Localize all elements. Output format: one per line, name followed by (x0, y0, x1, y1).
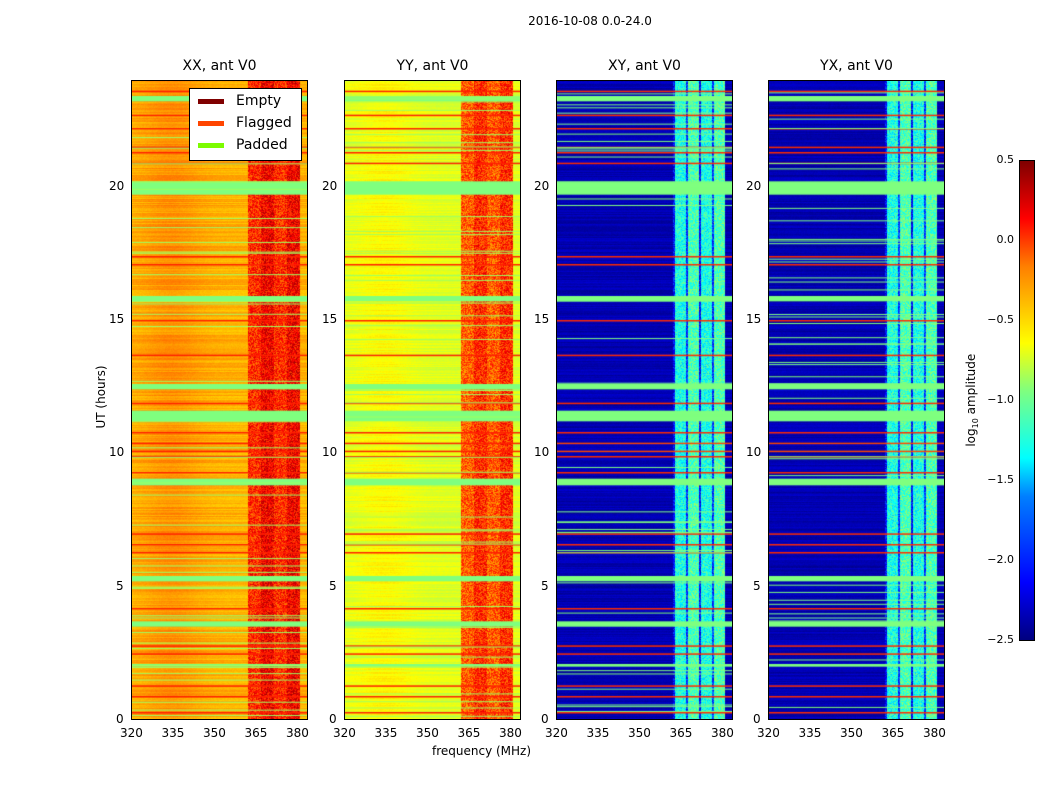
panel-title: XX, ant V0 (182, 58, 257, 74)
legend: Empty Flagged Padded (189, 88, 302, 161)
y-tick-label: 5 (541, 578, 549, 593)
x-tick-label: 380 (710, 726, 734, 740)
waterfall-heatmap (344, 80, 521, 720)
y-tick-label: 10 (746, 445, 762, 460)
y-tick-label: 15 (534, 312, 550, 326)
x-tick-label: 335 (374, 726, 398, 740)
y-axis-label: UT (hours) (94, 365, 108, 429)
y-tick-label: 0 (753, 712, 761, 726)
legend-swatch (198, 120, 224, 126)
x-tick-label: 365 (669, 726, 693, 740)
colorbar-tick-label: −2.5 (987, 633, 1014, 646)
legend-item-empty: Empty (198, 93, 281, 109)
waterfall-heatmap (768, 80, 945, 720)
x-tick-label: 350 (839, 726, 863, 740)
x-tick-label: 335 (586, 726, 610, 740)
x-tick-label: 380 (498, 726, 522, 740)
colorbar-tick-label: 0.0 (996, 233, 1015, 246)
y-tick-label: 20 (109, 178, 125, 193)
colorbar (1019, 160, 1035, 641)
x-tick-label: 335 (798, 726, 822, 740)
figure-title: 2016-10-08 0.0-24.0 (528, 14, 652, 28)
x-tick-label: 320 (120, 726, 143, 740)
x-tick-label: 380 (922, 726, 946, 740)
panel-yy: YY, ant V0 (344, 58, 521, 720)
x-axis-label: frequency (MHz) (432, 744, 532, 758)
y-tick-label: 10 (322, 445, 338, 460)
colorbar-tick-label: 0.5 (996, 153, 1015, 166)
y-tick-label: 5 (116, 578, 124, 593)
panel-title: XY, ant V0 (608, 58, 681, 74)
legend-label: Empty (236, 93, 282, 109)
x-tick-label: 365 (457, 726, 481, 740)
legend-swatch (198, 98, 224, 104)
y-tick-label: 0 (541, 712, 549, 726)
y-tick-label: 10 (534, 445, 550, 460)
x-tick-label: 350 (415, 726, 439, 740)
y-tick-label: 15 (322, 312, 338, 326)
y-tick-label: 15 (746, 312, 762, 326)
y-tick-label: 0 (116, 712, 124, 726)
axes-frame (768, 80, 945, 720)
panel-title: YY, ant V0 (396, 58, 469, 74)
x-tick-label: 320 (545, 726, 568, 740)
y-tick-label: 10 (109, 445, 125, 460)
x-tick-label: 335 (161, 726, 185, 740)
axes-frame (131, 80, 308, 720)
x-tick-label: 365 (881, 726, 905, 740)
axes-frame (556, 80, 733, 720)
waterfall-heatmap (131, 80, 308, 720)
panel-xx: XX, ant V0 (131, 58, 308, 720)
legend-item-padded: Padded (198, 137, 288, 153)
y-tick-label: 5 (753, 578, 761, 593)
legend-swatch (198, 142, 224, 148)
x-tick-label: 350 (627, 726, 651, 740)
colorbar-tick-label: −1.0 (987, 393, 1014, 406)
x-tick-label: 350 (202, 726, 226, 740)
y-tick-label: 15 (109, 312, 125, 326)
colorbar-tick-label: −1.5 (987, 473, 1014, 486)
legend-item-flagged: Flagged (198, 115, 292, 131)
legend-label: Padded (236, 137, 288, 153)
colorbar-tick-label: −2.0 (987, 553, 1014, 566)
y-tick-label: 20 (746, 178, 762, 193)
x-tick-label: 365 (244, 726, 268, 740)
panel-yx: YX, ant V0 (768, 58, 945, 720)
panel-title: YX, ant V0 (820, 58, 893, 74)
x-tick-label: 320 (333, 726, 356, 740)
y-tick-label: 20 (534, 178, 550, 193)
y-tick-label: 20 (322, 178, 338, 193)
axes-frame (344, 80, 521, 720)
colorbar-tick-label: −0.5 (987, 313, 1014, 326)
legend-label: Flagged (236, 115, 292, 131)
y-tick-label: 5 (329, 578, 337, 593)
waterfall-heatmap (556, 80, 733, 720)
panel-xy: XY, ant V0 (556, 58, 733, 720)
x-tick-label: 380 (285, 726, 309, 740)
colorbar-label: log10 amplitude (963, 353, 981, 447)
x-tick-label: 320 (757, 726, 780, 740)
y-tick-label: 0 (329, 712, 337, 726)
